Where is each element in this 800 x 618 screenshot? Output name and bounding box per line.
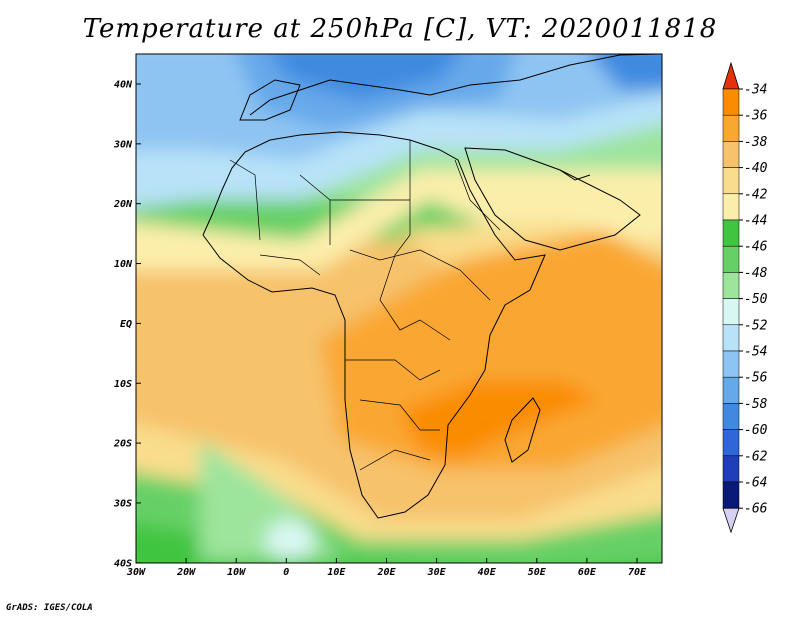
lon-tick-label: 0 — [283, 567, 289, 578]
colorbar-swatch — [722, 167, 740, 195]
lon-tick-label: 70E — [628, 567, 647, 578]
colorbar-swatch — [722, 324, 740, 352]
lat-tick-label: 10N — [114, 259, 133, 270]
colorbar-label: -48 — [744, 266, 768, 281]
lon-tick-label: 10E — [327, 567, 346, 578]
colorbar-label: -60 — [744, 423, 768, 438]
madagascar-outline — [504, 397, 541, 463]
colorbar-label: -54 — [744, 345, 767, 360]
colorbar-label: -58 — [744, 397, 768, 412]
colorbar-label: -38 — [744, 135, 768, 150]
country-borders — [229, 140, 501, 471]
colorbar-swatch — [722, 219, 740, 247]
colorbar-label: -56 — [744, 371, 768, 386]
africa-coastline — [202, 131, 546, 519]
lon-tick-label: 40E — [478, 567, 497, 578]
colorbar-swatch — [722, 376, 740, 404]
colorbar-swatch — [722, 114, 740, 142]
colorbar-label: -46 — [744, 240, 768, 255]
colorbar-swatch — [722, 350, 740, 378]
latitude-axis: 40N 30N 20N 10N EQ 10S 20S 30S 40S — [113, 80, 141, 569]
colorbar-swatch — [722, 481, 740, 509]
lat-tick-label: 40N — [114, 80, 133, 91]
lon-tick-label: 10W — [227, 567, 246, 578]
lon-tick-label: 30W — [126, 567, 146, 578]
colorbar-top-arrow — [722, 61, 740, 90]
colorbar-swatch — [722, 245, 740, 273]
coastlines — [202, 54, 661, 519]
colorbar-label: -62 — [744, 449, 768, 464]
colorbar-swatch — [722, 455, 740, 483]
credit-label: GrADS: IGES/COLA — [6, 603, 93, 613]
colorbar-swatch — [722, 141, 740, 168]
lon-tick-label: 30E — [427, 567, 447, 578]
colorbar-label: -44 — [744, 214, 767, 229]
gulf-outline — [559, 169, 591, 181]
lon-tick-label: 20E — [376, 567, 396, 578]
lat-tick-label: 30S — [113, 498, 132, 509]
colorbar-swatch — [722, 298, 740, 326]
colorbar-swatch — [722, 272, 740, 299]
colorbar-swatch — [722, 193, 740, 221]
colorbar-bottom-arrow — [722, 507, 740, 534]
lat-tick-label: 30N — [113, 139, 133, 150]
colorbar-swatch — [722, 429, 740, 457]
colorbar-label: -40 — [744, 161, 768, 176]
lat-tick-label: 40S — [114, 558, 132, 569]
lat-tick-label: 10S — [114, 379, 132, 390]
colorbar-swatch — [722, 403, 740, 430]
lat-tick-label: 20N — [113, 199, 133, 210]
colorbar-label: -64 — [744, 476, 767, 491]
arabia-outline — [464, 147, 641, 251]
iberia-outline — [239, 79, 301, 121]
lon-tick-label: 60E — [578, 567, 597, 578]
plot-frame — [135, 53, 663, 564]
colorbar: -34 -36 -38 -40 -42 -44 -46 -48 -50 -52 -54 -56 -58 -… — [722, 61, 768, 534]
colorbar-label: -52 — [744, 318, 768, 333]
colorbar-label: -66 — [744, 502, 768, 517]
colorbar-label: -36 — [744, 109, 768, 124]
longitude-axis: 30W 20W 10W 0 10E 20E 30E 40E 50E 60E 70E — [126, 558, 647, 578]
lon-tick-label: 20W — [176, 567, 196, 578]
map-title: Temperature at 250hPa [C], VT: 202001181… — [82, 14, 718, 44]
europe-outline — [249, 54, 661, 116]
temperature-field — [136, 54, 662, 563]
colorbar-swatch — [722, 88, 740, 116]
lon-tick-label: 50E — [528, 567, 547, 578]
colorbar-label: -42 — [744, 187, 768, 202]
colorbar-label: -34 — [744, 83, 767, 98]
colorbar-label: -50 — [744, 292, 768, 307]
lat-tick-label: 20S — [113, 439, 132, 450]
lat-tick-label: EQ — [120, 319, 132, 330]
